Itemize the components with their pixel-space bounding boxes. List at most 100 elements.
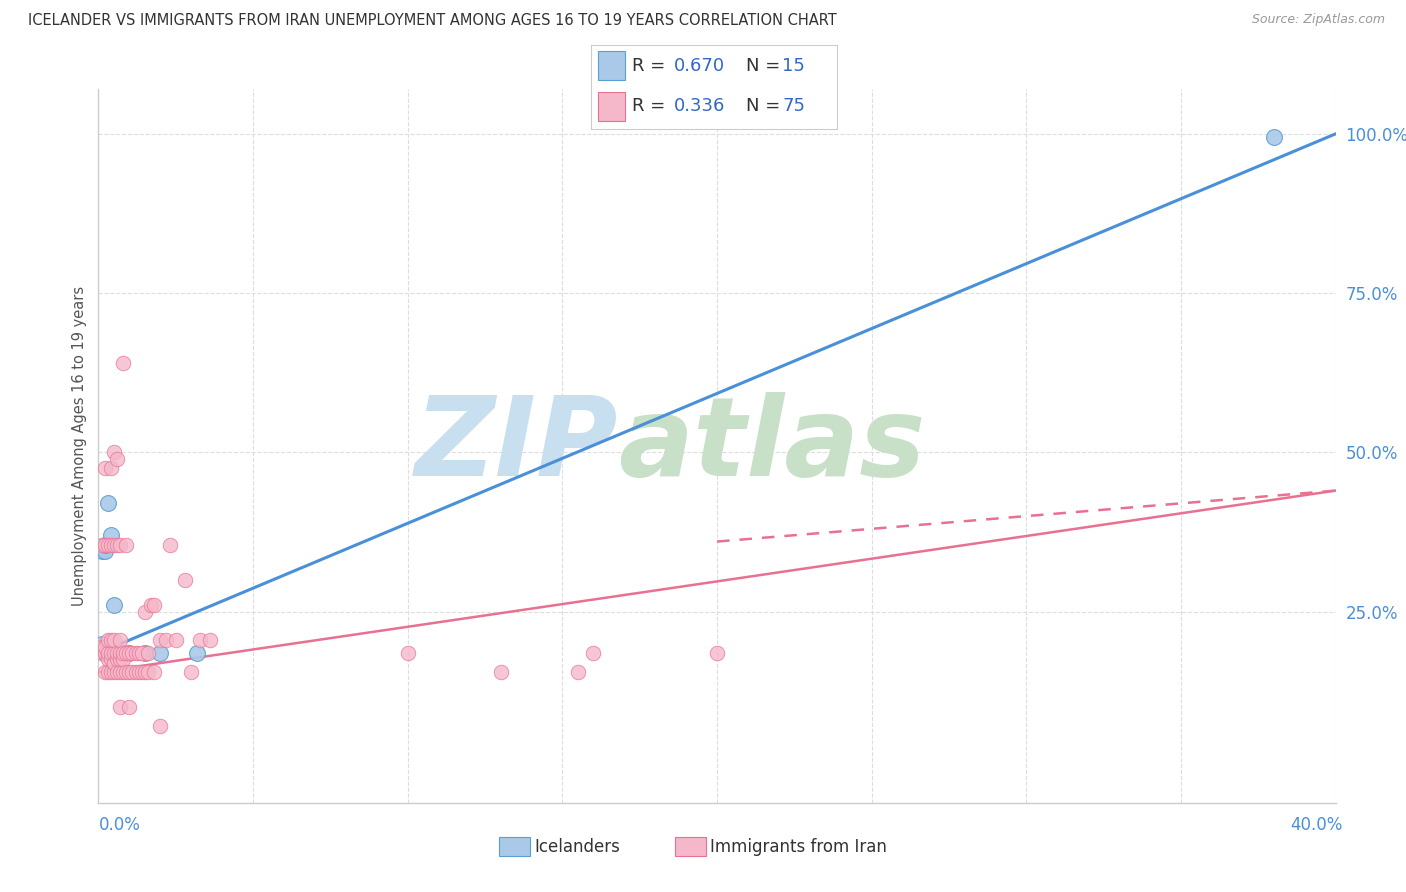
Point xyxy=(149,646,172,660)
Point xyxy=(165,633,187,648)
Point xyxy=(105,451,128,466)
Text: atlas: atlas xyxy=(619,392,925,500)
Point xyxy=(103,656,125,670)
Point xyxy=(118,646,141,660)
Point xyxy=(97,538,120,552)
Point xyxy=(115,646,138,660)
Point xyxy=(103,599,125,613)
Point xyxy=(134,646,156,660)
Text: 40.0%: 40.0% xyxy=(1291,816,1343,834)
Point xyxy=(155,633,177,648)
Text: 0.336: 0.336 xyxy=(675,97,725,115)
Point xyxy=(103,646,125,660)
Point xyxy=(103,445,125,459)
Point xyxy=(97,652,120,666)
Point xyxy=(180,665,202,680)
Text: Source: ZipAtlas.com: Source: ZipAtlas.com xyxy=(1251,13,1385,27)
Point xyxy=(108,538,131,552)
Point xyxy=(143,599,166,613)
Point xyxy=(93,646,115,660)
Point xyxy=(90,636,112,650)
Point xyxy=(100,646,122,660)
Point xyxy=(121,665,143,680)
Y-axis label: Unemployment Among Ages 16 to 19 years: Unemployment Among Ages 16 to 19 years xyxy=(72,286,87,606)
Point xyxy=(190,633,212,648)
Point xyxy=(582,646,605,660)
Point xyxy=(115,538,138,552)
Point xyxy=(136,665,159,680)
Point xyxy=(90,646,112,660)
Point xyxy=(108,665,131,680)
Point xyxy=(93,646,115,660)
Point xyxy=(131,665,153,680)
Point xyxy=(93,640,115,654)
Text: R =: R = xyxy=(633,57,671,75)
Point xyxy=(97,496,120,510)
Point xyxy=(121,646,143,660)
Point xyxy=(97,646,120,660)
Text: N =: N = xyxy=(745,57,786,75)
Point xyxy=(97,665,120,680)
Point xyxy=(489,665,512,680)
Point xyxy=(115,665,138,680)
Point xyxy=(108,646,131,660)
Point xyxy=(131,646,153,660)
Point xyxy=(118,646,141,660)
Point xyxy=(90,544,112,558)
Bar xyxy=(598,52,624,80)
Point xyxy=(93,665,115,680)
Text: ZIP: ZIP xyxy=(415,392,619,500)
Point xyxy=(97,633,120,648)
Point xyxy=(100,538,122,552)
Text: 75: 75 xyxy=(782,97,806,115)
Point xyxy=(159,538,181,552)
Point xyxy=(90,538,112,552)
Point xyxy=(112,652,135,666)
Point xyxy=(103,538,125,552)
Point xyxy=(198,633,221,648)
Point xyxy=(149,719,172,733)
Point xyxy=(105,646,128,660)
Point xyxy=(174,573,197,587)
Bar xyxy=(598,92,624,120)
Text: Immigrants from Iran: Immigrants from Iran xyxy=(710,838,887,855)
Text: ICELANDER VS IMMIGRANTS FROM IRAN UNEMPLOYMENT AMONG AGES 16 TO 19 YEARS CORRELA: ICELANDER VS IMMIGRANTS FROM IRAN UNEMPL… xyxy=(28,13,837,29)
Text: 0.0%: 0.0% xyxy=(98,816,141,834)
Text: Icelanders: Icelanders xyxy=(534,838,620,855)
Point xyxy=(108,652,131,666)
Point xyxy=(706,646,728,660)
Point xyxy=(100,528,122,542)
Point xyxy=(136,646,159,660)
Point xyxy=(93,538,115,552)
Point xyxy=(93,544,115,558)
Point xyxy=(100,665,122,680)
Point xyxy=(149,633,172,648)
Point xyxy=(186,646,208,660)
Point xyxy=(108,633,131,648)
Point xyxy=(103,665,125,680)
Text: 15: 15 xyxy=(782,57,806,75)
Point xyxy=(100,633,122,648)
Point xyxy=(100,652,122,666)
Point xyxy=(93,461,115,475)
Point xyxy=(139,599,162,613)
Text: R =: R = xyxy=(633,97,671,115)
Text: N =: N = xyxy=(745,97,786,115)
Point xyxy=(134,605,156,619)
Point xyxy=(90,640,112,654)
Point xyxy=(100,461,122,475)
Point xyxy=(103,646,125,660)
Point xyxy=(124,646,146,660)
Point xyxy=(103,633,125,648)
Point xyxy=(124,665,146,680)
Point xyxy=(112,356,135,370)
Point xyxy=(128,646,150,660)
Point xyxy=(128,665,150,680)
Point xyxy=(105,652,128,666)
Point xyxy=(112,646,135,660)
Point xyxy=(105,665,128,680)
Point xyxy=(567,665,589,680)
Point xyxy=(134,665,156,680)
Point xyxy=(112,665,135,680)
Point xyxy=(396,646,419,660)
